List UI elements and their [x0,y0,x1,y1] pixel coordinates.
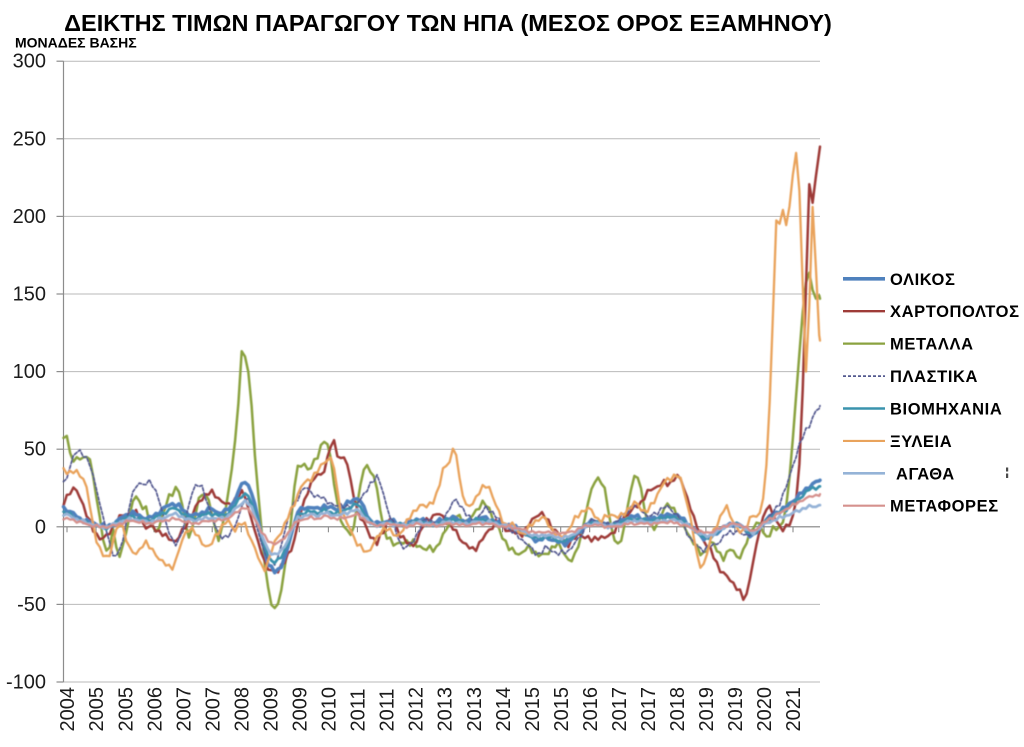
svg-text:2007: 2007 [173,687,195,732]
svg-text:2005: 2005 [115,687,137,732]
svg-text:2016: 2016 [580,687,602,732]
svg-text:0: 0 [35,516,46,538]
svg-text:2011: 2011 [377,688,399,731]
svg-text:ΜΟΝΑΔΕΣ ΒΑΣΗΣ: ΜΟΝΑΔΕΣ ΒΑΣΗΣ [15,34,137,50]
svg-text:2007: 2007 [202,687,224,732]
svg-text:ΟΛΙΚΟΣ: ΟΛΙΚΟΣ [890,271,955,289]
svg-text:2019: 2019 [725,687,747,732]
svg-text:-50: -50 [17,594,46,616]
svg-text:ΔΕΙΚΤΗΣ ΤΙΜΩΝ ΠΑΡΑΓΩΓΟΥ ΤΩΝ ΗΠ: ΔΕΙΚΤΗΣ ΤΙΜΩΝ ΠΑΡΑΓΩΓΟΥ ΤΩΝ ΗΠΑ (ΜΕΣΟΣ Ο… [64,10,832,36]
svg-text:2009: 2009 [290,687,312,732]
svg-text:200: 200 [13,206,46,228]
svg-text:2014: 2014 [493,687,515,732]
svg-text:2004: 2004 [57,687,79,732]
svg-text:2015: 2015 [522,687,544,732]
svg-text:ΜΕΤΑΛΛΑ: ΜΕΤΑΛΛΑ [890,336,974,354]
svg-text:ΧΑΡΤΟΠΟΛΤΟΣ: ΧΑΡΤΟΠΟΛΤΟΣ [890,303,1020,321]
svg-text:2013: 2013 [464,687,486,732]
svg-text:2017: 2017 [638,687,660,732]
svg-text:2019: 2019 [696,687,718,732]
svg-text:ΑΓΑΘΑ: ΑΓΑΘΑ [896,465,955,483]
svg-text:-100: -100 [6,672,46,694]
svg-text:150: 150 [13,284,46,306]
svg-text:ΜΕΤΑΦΟΡΕΣ: ΜΕΤΑΦΟΡΕΣ [890,498,999,516]
svg-text:2005: 2005 [86,687,108,732]
svg-text:2013: 2013 [435,687,457,732]
svg-text:2011: 2011 [348,688,370,731]
svg-text:2020: 2020 [754,687,776,732]
svg-text:2006: 2006 [144,687,166,732]
svg-text:250: 250 [13,128,46,150]
svg-text:300: 300 [13,51,46,73]
svg-text:2015: 2015 [551,687,573,732]
svg-text:50: 50 [24,439,46,461]
svg-text:ΞΥΛΕΙΑ: ΞΥΛΕΙΑ [890,433,952,451]
svg-text:ΠΛΑΣΤΙΚΑ: ΠΛΑΣΤΙΚΑ [890,368,978,386]
svg-text:2012: 2012 [406,687,428,732]
svg-text:2010: 2010 [319,687,341,732]
svg-text:2018: 2018 [667,687,689,732]
svg-text:100: 100 [13,361,46,383]
svg-text:2017: 2017 [609,687,631,732]
svg-text:2008: 2008 [231,687,253,732]
svg-text:ΒΙΟΜΗΧΑΝΙΑ: ΒΙΟΜΗΧΑΝΙΑ [890,401,1002,419]
svg-text:2009: 2009 [261,687,283,732]
svg-text:2021: 2021 [783,687,805,732]
